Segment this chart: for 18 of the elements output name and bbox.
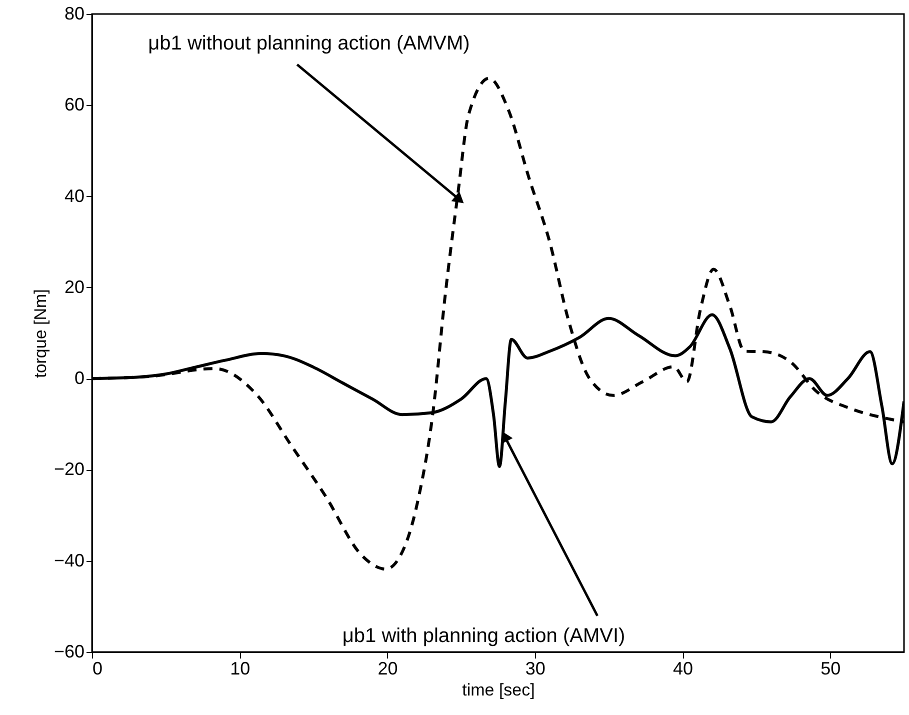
x-axis-title: time [sec]	[462, 680, 535, 700]
y-tick-label: 20	[64, 276, 84, 297]
x-tick-label: 0	[92, 658, 103, 678]
x-tick-label: 40	[673, 658, 694, 678]
y-tick-label: 0	[74, 368, 84, 388]
x-tick-label: 50	[820, 658, 841, 678]
y-tick-label: −40	[54, 550, 84, 570]
y-tick-label: −20	[54, 459, 84, 480]
annotation: μb1 without planning action (AMVM)	[148, 32, 470, 55]
annotation: μb1 with planning action (AMVI)	[342, 624, 626, 647]
y-tick-label: 40	[64, 186, 84, 206]
y-axis-title: torque [Nm]	[30, 289, 50, 378]
y-tick-label: 60	[64, 94, 84, 115]
y-tick-label: 80	[64, 4, 84, 24]
x-tick-label: 10	[230, 658, 250, 678]
y-tick-label: −60	[54, 642, 84, 662]
x-tick-label: 30	[525, 658, 546, 678]
x-tick-label: 20	[378, 658, 398, 678]
